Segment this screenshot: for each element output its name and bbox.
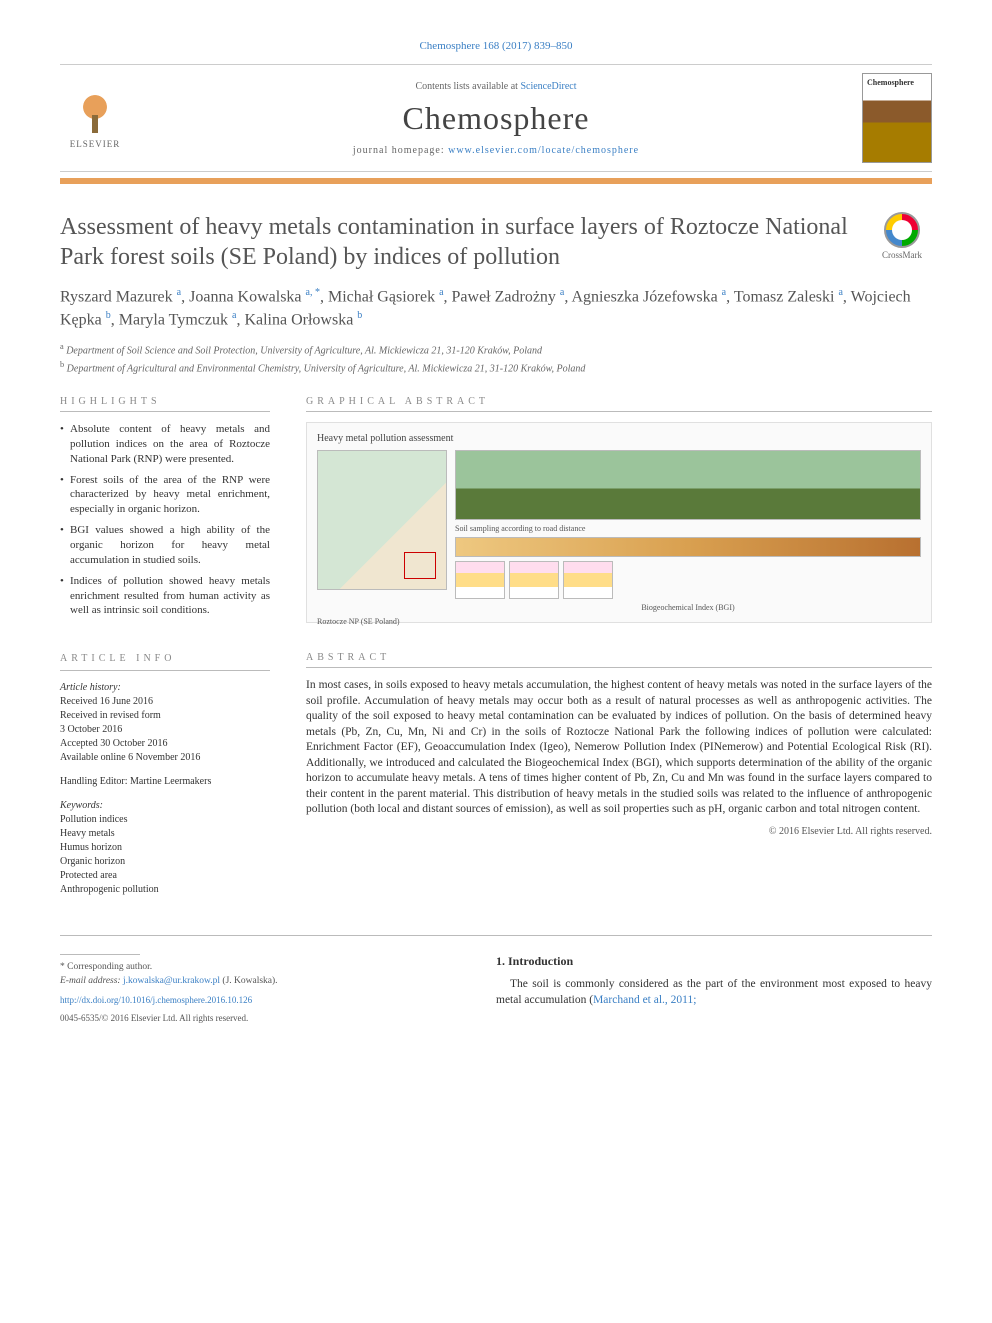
accent-bar [60, 178, 932, 184]
highlights-label: HIGHLIGHTS [60, 396, 270, 412]
ga-column: GRAPHICAL ABSTRACT Heavy metal pollution… [306, 396, 932, 624]
homepage-prefix: journal homepage: [353, 145, 448, 156]
ga-gradient-icon [455, 537, 921, 557]
ga-photo-icon [455, 450, 921, 520]
abstract-column: ABSTRACT In most cases, in soils exposed… [306, 652, 932, 907]
highlights-ga-row: HIGHLIGHTS Absolute content of heavy met… [60, 396, 932, 624]
journal-cover-thumb[interactable] [862, 73, 932, 163]
ga-chart-icon [563, 561, 613, 599]
history-line: Accepted 30 October 2016 [60, 737, 270, 751]
highlight-item: Absolute content of heavy metals and pol… [60, 422, 270, 467]
journal-name: Chemosphere [130, 100, 862, 137]
highlight-item: BGI values showed a high ability of the … [60, 523, 270, 568]
graphical-abstract: Heavy metal pollution assessment Roztocz… [306, 422, 932, 623]
ga-right: Soil sampling according to road distance… [455, 450, 921, 612]
publisher-logo[interactable]: ELSEVIER [60, 87, 130, 149]
ga-chart-icon [455, 561, 505, 599]
info-abstract-row: ARTICLE INFO Article history: Received 1… [60, 652, 932, 907]
keywords-label: Keywords: [60, 799, 270, 813]
title-row: Assessment of heavy metals contamination… [60, 212, 932, 272]
history-line: Received 16 June 2016 [60, 695, 270, 709]
authors-line: Ryszard Mazurek a, Joanna Kowalska a, *,… [60, 286, 932, 331]
handling-editor: Handling Editor: Martine Leermakers [60, 775, 270, 789]
intro-text-pre: The soil is commonly considered as the p… [496, 978, 932, 1006]
elsevier-tree-icon [70, 87, 120, 137]
doi-line: http://dx.doi.org/10.1016/j.chemosphere.… [60, 994, 460, 1007]
intro-citation-link[interactable]: Marchand et al., 2011; [593, 994, 696, 1006]
history-line: 3 October 2016 [60, 723, 270, 737]
keyword: Pollution indices [60, 813, 270, 827]
homepage-link[interactable]: www.elsevier.com/locate/chemosphere [448, 145, 639, 156]
crossmark-badge[interactable]: CrossMark [872, 212, 932, 260]
history-block: Article history: Received 16 June 2016 R… [60, 681, 270, 765]
header-center: Contents lists available at ScienceDirec… [130, 81, 862, 156]
crossmark-icon [884, 212, 920, 248]
ga-charts [455, 561, 921, 599]
issn-line: 0045-6535/© 2016 Elsevier Ltd. All right… [60, 1012, 460, 1025]
affiliation: b Department of Agricultural and Environ… [60, 359, 932, 376]
intro-heading: 1. Introduction [496, 954, 932, 969]
email-link[interactable]: j.kowalska@ur.krakow.pl [123, 976, 220, 986]
keyword: Heavy metals [60, 827, 270, 841]
intro-text: The soil is commonly considered as the p… [496, 977, 932, 1008]
history-label: Article history: [60, 681, 270, 695]
doi-link[interactable]: http://dx.doi.org/10.1016/j.chemosphere.… [60, 995, 252, 1005]
history-line: Available online 6 November 2016 [60, 751, 270, 765]
corresponding-block: * Corresponding author. E-mail address: … [60, 954, 460, 1025]
keyword: Anthropogenic pollution [60, 883, 270, 897]
highlights-column: HIGHLIGHTS Absolute content of heavy met… [60, 396, 270, 624]
citation-link[interactable]: Chemosphere 168 (2017) 839–850 [419, 40, 572, 52]
highlight-item: Indices of pollution showed heavy metals… [60, 574, 270, 619]
keyword: Organic horizon [60, 855, 270, 869]
ga-map-icon [317, 450, 447, 590]
abstract-text: In most cases, in soils exposed to heavy… [306, 678, 932, 818]
ga-map-caption: Roztocze NP (SE Poland) [317, 617, 400, 626]
ga-chart-icon [509, 561, 559, 599]
footer-row: * Corresponding author. E-mail address: … [60, 935, 932, 1025]
copyright-line: © 2016 Elsevier Ltd. All rights reserved… [306, 826, 932, 837]
publisher-name: ELSEVIER [60, 139, 130, 149]
ga-title: Heavy metal pollution assessment [317, 433, 921, 444]
citation-bar: Chemosphere 168 (2017) 839–850 [60, 40, 932, 52]
history-line: Received in revised form [60, 709, 270, 723]
keyword: Protected area [60, 869, 270, 883]
affiliation: a Department of Soil Science and Soil Pr… [60, 341, 932, 358]
ga-sub1: Soil sampling according to road distance [455, 524, 921, 533]
keyword: Humus horizon [60, 841, 270, 855]
crossmark-label: CrossMark [882, 250, 922, 260]
introduction-block: 1. Introduction The soil is commonly con… [496, 954, 932, 1025]
article-info-label: ARTICLE INFO [60, 652, 270, 671]
highlight-item: Forest soils of the area of the RNP were… [60, 473, 270, 518]
corresponding-label: * Corresponding author. [60, 961, 460, 974]
ga-body: Roztocze NP (SE Poland) Soil sampling ac… [317, 450, 921, 612]
keywords-block: Keywords: Pollution indices Heavy metals… [60, 799, 270, 897]
affiliations: a Department of Soil Science and Soil Pr… [60, 341, 932, 376]
ga-label: GRAPHICAL ABSTRACT [306, 396, 932, 412]
email-person: (J. Kowalska). [220, 976, 278, 986]
sciencedirect-link[interactable]: ScienceDirect [520, 81, 576, 92]
article-title: Assessment of heavy metals contamination… [60, 212, 852, 272]
abstract-label: ABSTRACT [306, 652, 932, 668]
ga-sub2: Biogeochemical Index (BGI) [455, 603, 921, 612]
homepage-line: journal homepage: www.elsevier.com/locat… [130, 145, 862, 156]
contents-line: Contents lists available at ScienceDirec… [130, 81, 862, 92]
highlights-list: Absolute content of heavy metals and pol… [60, 422, 270, 618]
corresponding-email-line: E-mail address: j.kowalska@ur.krakow.pl … [60, 975, 460, 988]
page: Chemosphere 168 (2017) 839–850 ELSEVIER … [0, 0, 992, 1065]
journal-header: ELSEVIER Contents lists available at Sci… [60, 64, 932, 172]
contents-prefix: Contents lists available at [415, 81, 520, 92]
email-label: E-mail address: [60, 976, 123, 986]
article-info-column: ARTICLE INFO Article history: Received 1… [60, 652, 270, 907]
